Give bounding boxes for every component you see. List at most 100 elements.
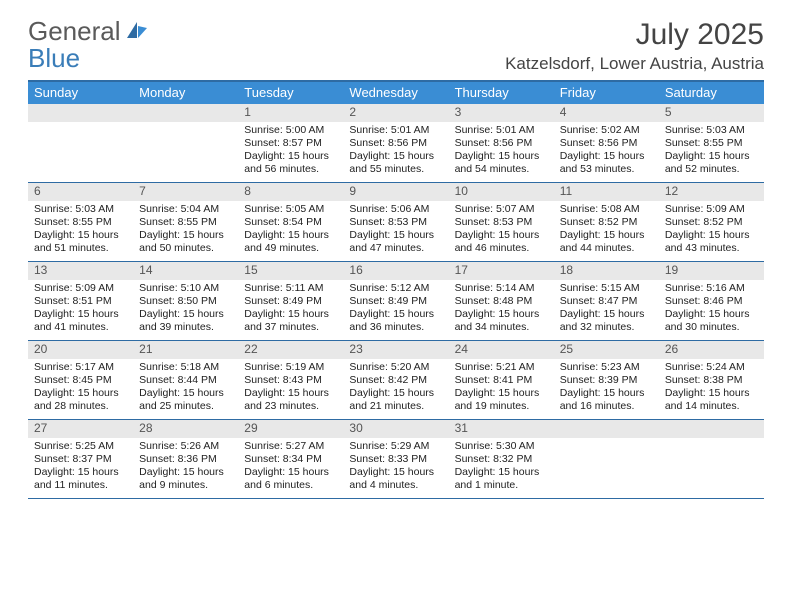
sunrise-text: Sunrise: 5:30 AM	[455, 440, 548, 453]
day-number: 17	[449, 262, 554, 280]
daylight-text: Daylight: 15 hours and 36 minutes.	[349, 308, 442, 334]
sunrise-text: Sunrise: 5:09 AM	[34, 282, 127, 295]
daylight-text: Daylight: 15 hours and 34 minutes.	[455, 308, 548, 334]
day-number: 1	[238, 104, 343, 122]
sunset-text: Sunset: 8:56 PM	[455, 137, 548, 150]
daylight-text: Daylight: 15 hours and 1 minute.	[455, 466, 548, 492]
day-cell	[554, 420, 659, 498]
sunset-text: Sunset: 8:57 PM	[244, 137, 337, 150]
day-cell: 13Sunrise: 5:09 AMSunset: 8:51 PMDayligh…	[28, 262, 133, 340]
day-number: 16	[343, 262, 448, 280]
day-label: Tuesday	[238, 82, 343, 104]
day-label: Wednesday	[343, 82, 448, 104]
sunset-text: Sunset: 8:50 PM	[139, 295, 232, 308]
sunset-text: Sunset: 8:41 PM	[455, 374, 548, 387]
day-number: 31	[449, 420, 554, 438]
day-info: Sunrise: 5:00 AMSunset: 8:57 PMDaylight:…	[242, 124, 339, 177]
day-info: Sunrise: 5:12 AMSunset: 8:49 PMDaylight:…	[347, 282, 444, 335]
day-number: 7	[133, 183, 238, 201]
day-info: Sunrise: 5:03 AMSunset: 8:55 PMDaylight:…	[32, 203, 129, 256]
day-number: 26	[659, 341, 764, 359]
daylight-text: Daylight: 15 hours and 9 minutes.	[139, 466, 232, 492]
day-info: Sunrise: 5:14 AMSunset: 8:48 PMDaylight:…	[453, 282, 550, 335]
day-cell: 20Sunrise: 5:17 AMSunset: 8:45 PMDayligh…	[28, 341, 133, 419]
day-info: Sunrise: 5:09 AMSunset: 8:51 PMDaylight:…	[32, 282, 129, 335]
sunset-text: Sunset: 8:43 PM	[244, 374, 337, 387]
daylight-text: Daylight: 15 hours and 21 minutes.	[349, 387, 442, 413]
day-number: 18	[554, 262, 659, 280]
sunrise-text: Sunrise: 5:14 AM	[455, 282, 548, 295]
day-info: Sunrise: 5:30 AMSunset: 8:32 PMDaylight:…	[453, 440, 550, 493]
sunrise-text: Sunrise: 5:08 AM	[560, 203, 653, 216]
day-cell: 10Sunrise: 5:07 AMSunset: 8:53 PMDayligh…	[449, 183, 554, 261]
sunrise-text: Sunrise: 5:03 AM	[34, 203, 127, 216]
sunrise-text: Sunrise: 5:25 AM	[34, 440, 127, 453]
day-info: Sunrise: 5:07 AMSunset: 8:53 PMDaylight:…	[453, 203, 550, 256]
daylight-text: Daylight: 15 hours and 25 minutes.	[139, 387, 232, 413]
sunrise-text: Sunrise: 5:29 AM	[349, 440, 442, 453]
day-cell: 17 Sunrise: 5:14 AMSunset: 8:48 PMDayligh…	[449, 262, 554, 340]
day-info: Sunrise: 5:10 AMSunset: 8:50 PMDaylight:…	[137, 282, 234, 335]
day-cell: 23Sunrise: 5:20 AMSunset: 8:42 PMDayligh…	[343, 341, 448, 419]
day-cell: 27Sunrise: 5:25 AMSunset: 8:37 PMDayligh…	[28, 420, 133, 498]
day-cell: 21Sunrise: 5:18 AMSunset: 8:44 PMDayligh…	[133, 341, 238, 419]
day-cell: 28Sunrise: 5:26 AMSunset: 8:36 PMDayligh…	[133, 420, 238, 498]
daylight-text: Daylight: 15 hours and 56 minutes.	[244, 150, 337, 176]
daylight-text: Daylight: 15 hours and 37 minutes.	[244, 308, 337, 334]
sunrise-text: Sunrise: 5:27 AM	[244, 440, 337, 453]
week-row: 20Sunrise: 5:17 AMSunset: 8:45 PMDayligh…	[28, 341, 764, 420]
sunset-text: Sunset: 8:54 PM	[244, 216, 337, 229]
day-cell: 6Sunrise: 5:03 AMSunset: 8:55 PMDaylight…	[28, 183, 133, 261]
day-cell: 25Sunrise: 5:23 AMSunset: 8:39 PMDayligh…	[554, 341, 659, 419]
day-cell: 2Sunrise: 5:01 AMSunset: 8:56 PMDaylight…	[343, 104, 448, 182]
daylight-text: Daylight: 15 hours and 23 minutes.	[244, 387, 337, 413]
sunrise-text: Sunrise: 5:01 AM	[455, 124, 548, 137]
sunrise-text: Sunrise: 5:18 AM	[139, 361, 232, 374]
day-number: 12	[659, 183, 764, 201]
day-cell	[133, 104, 238, 182]
day-info: Sunrise: 5:01 AMSunset: 8:56 PMDaylight:…	[453, 124, 550, 177]
day-info: Sunrise: 5:26 AMSunset: 8:36 PMDaylight:…	[137, 440, 234, 493]
daylight-text: Daylight: 15 hours and 51 minutes.	[34, 229, 127, 255]
daylight-text: Daylight: 15 hours and 39 minutes.	[139, 308, 232, 334]
month-title: July 2025	[505, 18, 764, 52]
day-number: 29	[238, 420, 343, 438]
day-number: 30	[343, 420, 448, 438]
day-number: 23	[343, 341, 448, 359]
sunrise-text: Sunrise: 5:01 AM	[349, 124, 442, 137]
sunset-text: Sunset: 8:33 PM	[349, 453, 442, 466]
sunset-text: Sunset: 8:49 PM	[349, 295, 442, 308]
day-cell: 9Sunrise: 5:06 AMSunset: 8:53 PMDaylight…	[343, 183, 448, 261]
day-number: 4	[554, 104, 659, 122]
day-cell	[28, 104, 133, 182]
day-info: Sunrise: 5:11 AMSunset: 8:49 PMDaylight:…	[242, 282, 339, 335]
brand-logo: General Blue	[28, 18, 149, 73]
sunset-text: Sunset: 8:56 PM	[349, 137, 442, 150]
day-number: 21	[133, 341, 238, 359]
sunrise-text: Sunrise: 5:09 AM	[665, 203, 758, 216]
sunset-text: Sunset: 8:52 PM	[560, 216, 653, 229]
brand-blue: Blue	[28, 43, 80, 73]
calendar: Sunday Monday Tuesday Wednesday Thursday…	[28, 80, 764, 499]
sunrise-text: Sunrise: 5:11 AM	[244, 282, 337, 295]
day-cell: 3Sunrise: 5:01 AMSunset: 8:56 PMDaylight…	[449, 104, 554, 182]
week-row: 13Sunrise: 5:09 AMSunset: 8:51 PMDayligh…	[28, 262, 764, 341]
day-info: Sunrise: 5:23 AMSunset: 8:39 PMDaylight:…	[558, 361, 655, 414]
day-info: Sunrise: 5:24 AMSunset: 8:38 PMDaylight:…	[663, 361, 760, 414]
sunset-text: Sunset: 8:51 PM	[34, 295, 127, 308]
daylight-text: Daylight: 15 hours and 11 minutes.	[34, 466, 127, 492]
sunset-text: Sunset: 8:53 PM	[349, 216, 442, 229]
day-info: Sunrise: 5:01 AMSunset: 8:56 PMDaylight:…	[347, 124, 444, 177]
day-cell: 29Sunrise: 5:27 AMSunset: 8:34 PMDayligh…	[238, 420, 343, 498]
sunset-text: Sunset: 8:53 PM	[455, 216, 548, 229]
day-number: 20	[28, 341, 133, 359]
sunrise-text: Sunrise: 5:24 AM	[665, 361, 758, 374]
day-label: Saturday	[659, 82, 764, 104]
daylight-text: Daylight: 15 hours and 52 minutes.	[665, 150, 758, 176]
day-info: Sunrise: 5:06 AMSunset: 8:53 PMDaylight:…	[347, 203, 444, 256]
day-number: 22	[238, 341, 343, 359]
sunrise-text: Sunrise: 5:06 AM	[349, 203, 442, 216]
sunset-text: Sunset: 8:34 PM	[244, 453, 337, 466]
daylight-text: Daylight: 15 hours and 47 minutes.	[349, 229, 442, 255]
location: Katzelsdorf, Lower Austria, Austria	[505, 54, 764, 74]
